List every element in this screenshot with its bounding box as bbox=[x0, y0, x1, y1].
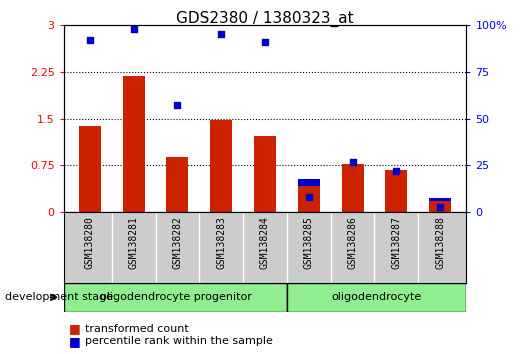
Text: development stage: development stage bbox=[5, 292, 113, 302]
Bar bbox=[429, 198, 451, 201]
Point bbox=[436, 204, 444, 210]
Text: GSM138282: GSM138282 bbox=[172, 216, 182, 269]
Bar bbox=[385, 170, 407, 212]
Point bbox=[392, 168, 401, 174]
Text: GSM138288: GSM138288 bbox=[435, 216, 445, 269]
Point bbox=[348, 159, 357, 165]
Bar bbox=[123, 76, 145, 212]
Text: GDS2380 / 1380323_at: GDS2380 / 1380323_at bbox=[176, 11, 354, 27]
Bar bbox=[166, 158, 188, 212]
Text: GSM138286: GSM138286 bbox=[348, 216, 358, 269]
Point bbox=[129, 26, 138, 32]
Text: ■: ■ bbox=[69, 335, 81, 348]
Point bbox=[261, 39, 269, 45]
Text: transformed count: transformed count bbox=[85, 324, 189, 333]
Point bbox=[86, 37, 94, 42]
Text: GSM138280: GSM138280 bbox=[85, 216, 95, 269]
Bar bbox=[210, 120, 232, 212]
Text: ■: ■ bbox=[69, 322, 81, 335]
Bar bbox=[79, 126, 101, 212]
Text: GSM138284: GSM138284 bbox=[260, 216, 270, 269]
Point bbox=[217, 31, 225, 37]
Text: GSM138281: GSM138281 bbox=[129, 216, 139, 269]
Bar bbox=[429, 201, 451, 212]
Point bbox=[305, 195, 313, 200]
Text: GSM138287: GSM138287 bbox=[391, 216, 401, 269]
Bar bbox=[64, 283, 287, 312]
Text: percentile rank within the sample: percentile rank within the sample bbox=[85, 336, 272, 346]
Text: GSM138285: GSM138285 bbox=[304, 216, 314, 269]
Bar bbox=[298, 179, 320, 186]
Bar bbox=[254, 136, 276, 212]
Bar bbox=[342, 164, 364, 212]
Text: oligodendrocyte progenitor: oligodendrocyte progenitor bbox=[100, 292, 251, 302]
Text: oligodendrocyte: oligodendrocyte bbox=[332, 292, 422, 302]
Point bbox=[173, 103, 182, 108]
Bar bbox=[298, 186, 320, 212]
Bar bbox=[287, 283, 466, 312]
Text: GSM138283: GSM138283 bbox=[216, 216, 226, 269]
